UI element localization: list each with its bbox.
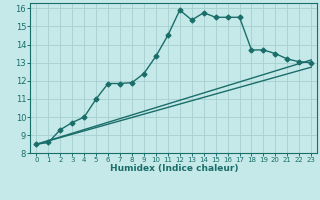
X-axis label: Humidex (Indice chaleur): Humidex (Indice chaleur) — [109, 164, 238, 173]
